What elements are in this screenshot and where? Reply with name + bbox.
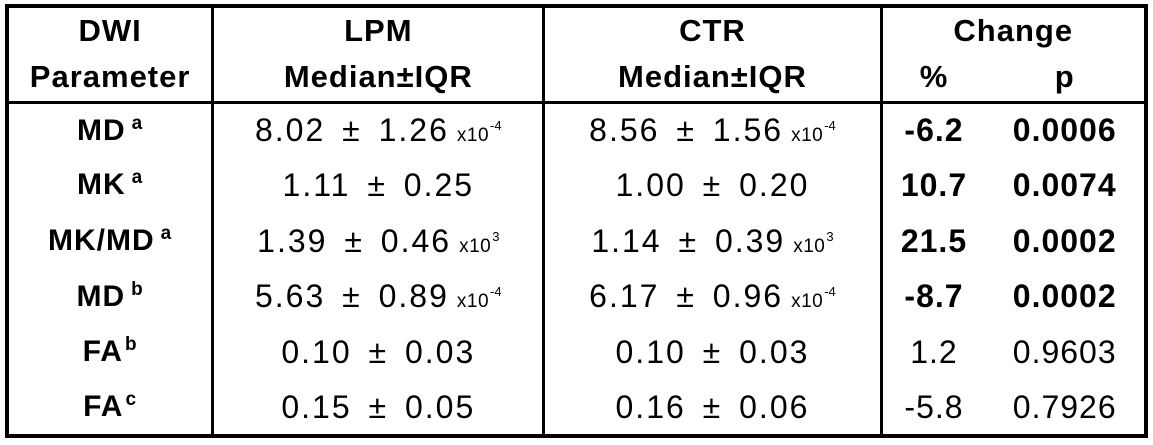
table-row-md-a: MD a 8.02 ± 1.26 x10-4 8.56 ± 1.56 x10-4 -6… (7, 102, 1146, 158)
lpm-value: 0.10 ± 0.03 (281, 333, 476, 370)
p-value-cell: 0.7926 (1012, 388, 1117, 425)
ctr-value-cell: 8.56 ± 1.56 x10-4 (543, 102, 883, 158)
param-cell: MD a (7, 102, 215, 158)
ctr-value: 1.00 ± 0.20 (615, 166, 810, 203)
ctr-value: 0.10 ± 0.03 (615, 333, 810, 370)
param-cell: FA c (7, 380, 215, 436)
p-value-cell: 0.0002 (1012, 222, 1117, 259)
param-superscript: b (124, 334, 138, 356)
header-percent: % (881, 54, 986, 104)
header-lpm-median-iqr: Median±IQR (212, 54, 546, 104)
param-name: MD (76, 279, 126, 313)
lpm-value-cell: 0.10 ± 0.03 (212, 324, 546, 381)
param-superscript: b (131, 278, 144, 300)
table-header: DWI LPM CTR Change Parameter Median±IQR … (7, 6, 1146, 104)
lpm-value-cell: 8.02 ± 1.26 x10-4 (212, 102, 546, 158)
p-value-cell: 0.0002 (1012, 278, 1117, 315)
exponent-power: 3 (826, 228, 834, 244)
change-percent-cell: -8.7 (904, 278, 964, 315)
ctr-value-cell: 0.16 ± 0.06 (543, 380, 883, 436)
exponent-power: -4 (824, 284, 836, 300)
param-cell: FA b (7, 324, 215, 381)
ctr-value-cell: 6.17 ± 0.96 x10-4 (543, 268, 883, 325)
table-row-fa-c: FA c 0.15 ± 0.05 0.16 ± 0.06 -5.8 0.7926 (7, 380, 1146, 436)
table-row-md-b: MD b 5.63 ± 0.89 x10-4 6.17 ± 0.96 x10-4 -8… (7, 268, 1146, 325)
param-superscript: c (125, 389, 138, 411)
param-superscript: a (131, 167, 144, 189)
ctr-value-cell: 1.00 ± 0.20 (543, 157, 883, 214)
change-percent-cell: 21.5 (900, 222, 968, 259)
change-percent-cell: -6.2 (904, 112, 964, 149)
exponent-base: x10 (791, 291, 824, 313)
param-cell: MD b (7, 268, 215, 325)
change-percent-cell: -5.8 (904, 388, 964, 425)
param-superscript: a (160, 223, 173, 245)
lpm-value: 1.39 ± 0.46 (257, 222, 452, 259)
p-value-cell: 0.9603 (1012, 333, 1117, 370)
change-percent-cell: 10.7 (900, 166, 968, 203)
param-name: MD (76, 113, 126, 147)
table-body: MD a 8.02 ± 1.26 x10-4 8.56 ± 1.56 x10-4 -6… (7, 102, 1146, 436)
header-row-1: DWI LPM CTR Change (7, 6, 1146, 54)
exponent-power: -4 (824, 118, 836, 134)
lpm-value-cell: 1.39 ± 0.46 x103 (212, 213, 546, 269)
header-lpm: LPM (212, 6, 546, 54)
lpm-value-cell: 0.15 ± 0.05 (212, 380, 546, 436)
exponent-base: x10 (459, 235, 492, 257)
header-change: Change (953, 13, 1074, 48)
ctr-value-cell: 0.10 ± 0.03 (543, 324, 883, 381)
lpm-value: 8.02 ± 1.26 (254, 112, 449, 149)
param-name: MK/MD (47, 224, 155, 258)
exponent-power: -4 (490, 284, 502, 300)
table-row-mk-a: MK a 1.11 ± 0.25 1.00 ± 0.20 10.7 0.0074 (7, 157, 1146, 214)
lpm-value: 5.63 ± 0.89 (254, 278, 449, 315)
dwi-parameters-table: DWI LPM CTR Change Parameter Median±IQR … (5, 4, 1148, 438)
header-ctr: CTR (543, 6, 883, 54)
exponent-base: x10 (456, 125, 490, 147)
param-superscript: a (131, 112, 144, 134)
lpm-value-cell: 5.63 ± 0.89 x10-4 (212, 268, 546, 325)
ctr-value: 6.17 ± 0.96 (589, 278, 784, 315)
p-value-cell: 0.0006 (1012, 112, 1117, 149)
table-row-fa-b: FA b 0.10 ± 0.03 0.10 ± 0.03 1.2 0.9603 (7, 324, 1146, 381)
exponent-base: x10 (793, 235, 826, 257)
exponent-power: 3 (492, 228, 500, 244)
param-name: FA (83, 390, 124, 424)
header-ctr-median-iqr: Median±IQR (543, 54, 883, 104)
header-p-value: p (985, 54, 1146, 104)
table-container: DWI LPM CTR Change Parameter Median±IQR … (5, 4, 1148, 438)
p-value-cell: 0.0074 (1012, 166, 1117, 203)
header-row-2: Parameter Median±IQR Median±IQR % p (7, 54, 1146, 104)
ctr-value: 1.14 ± 0.39 (591, 222, 786, 259)
ctr-value: 0.16 ± 0.06 (615, 388, 810, 425)
param-cell: MK a (7, 157, 215, 214)
lpm-value: 1.11 ± 0.25 (282, 166, 475, 203)
ctr-value-cell: 1.14 ± 0.39 x103 (543, 213, 883, 269)
param-cell: MK/MD a (7, 213, 215, 269)
lpm-value: 0.15 ± 0.05 (281, 388, 476, 425)
param-name: MK (76, 168, 126, 202)
lpm-value-cell: 1.11 ± 0.25 (212, 157, 546, 214)
header-parameter: Parameter (7, 54, 215, 104)
exponent-base: x10 (456, 291, 490, 313)
header-dwi: DWI (7, 6, 215, 54)
table-row-mkmd-a: MK/MD a 1.39 ± 0.46 x103 1.14 ± 0.39 x103 2… (7, 213, 1146, 269)
param-name: FA (82, 335, 123, 369)
exponent-base: x10 (791, 125, 824, 147)
ctr-value: 8.56 ± 1.56 (589, 112, 784, 149)
exponent-power: -4 (490, 118, 502, 134)
change-percent-cell: 1.2 (910, 333, 958, 370)
